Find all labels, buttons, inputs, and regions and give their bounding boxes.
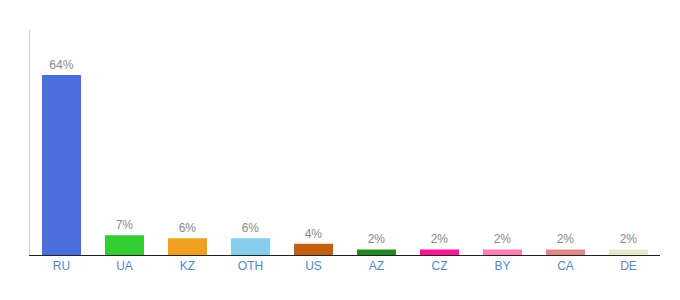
svg-text:CA: CA — [557, 259, 574, 273]
svg-text:AZ: AZ — [369, 259, 384, 273]
svg-text:UA: UA — [116, 259, 133, 273]
svg-text:KZ: KZ — [180, 259, 195, 273]
svg-text:7%: 7% — [116, 218, 134, 232]
svg-text:2%: 2% — [431, 232, 449, 246]
svg-text:64%: 64% — [49, 58, 73, 72]
svg-text:2%: 2% — [368, 232, 386, 246]
svg-text:6%: 6% — [242, 221, 260, 235]
svg-text:2%: 2% — [494, 232, 512, 246]
svg-text:OTH: OTH — [238, 259, 263, 273]
svg-text:RU: RU — [53, 259, 70, 273]
svg-text:DE: DE — [620, 259, 637, 273]
svg-text:US: US — [305, 259, 322, 273]
svg-text:BY: BY — [494, 259, 510, 273]
svg-text:6%: 6% — [179, 221, 197, 235]
svg-text:4%: 4% — [305, 227, 323, 241]
svg-text:CZ: CZ — [432, 259, 448, 273]
svg-text:2%: 2% — [557, 232, 575, 246]
svg-text:2%: 2% — [620, 232, 638, 246]
